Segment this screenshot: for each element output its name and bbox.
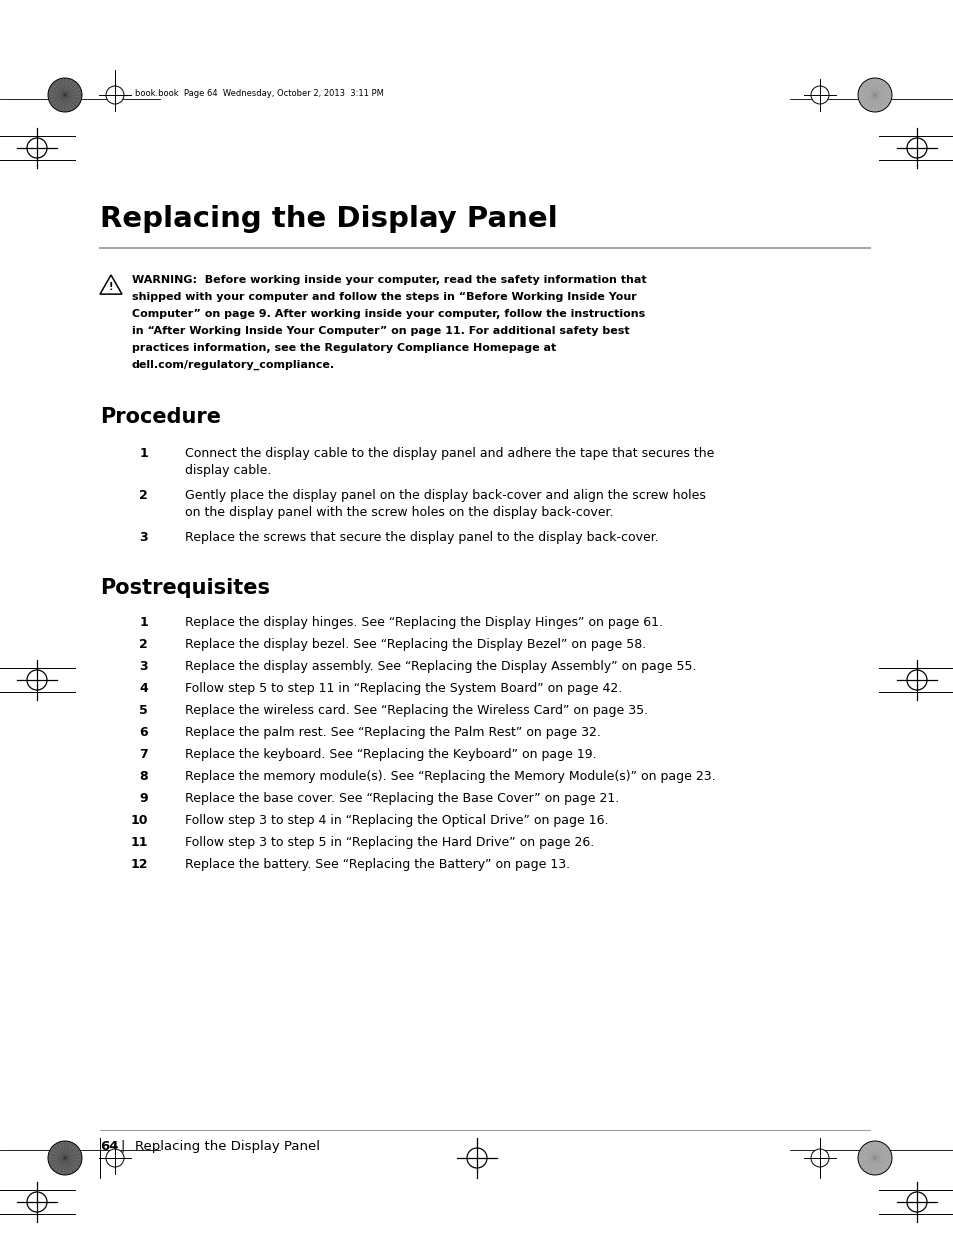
Text: 7: 7 — [139, 748, 148, 761]
Text: Replace the battery. See “Replacing the Battery” on page 13.: Replace the battery. See “Replacing the … — [185, 858, 570, 871]
Text: Follow step 3 to step 4 in “Replacing the Optical Drive” on page 16.: Follow step 3 to step 4 in “Replacing th… — [185, 814, 608, 827]
Circle shape — [27, 138, 47, 158]
Text: 2: 2 — [139, 489, 148, 501]
Text: 1: 1 — [139, 447, 148, 459]
Text: !: ! — [109, 282, 113, 293]
Text: shipped with your computer and follow the steps in “Before Working Inside Your: shipped with your computer and follow th… — [132, 291, 636, 303]
Text: dell.com/regulatory_compliance.: dell.com/regulatory_compliance. — [132, 359, 335, 370]
Text: Replacing the Display Panel: Replacing the Display Panel — [135, 1140, 319, 1153]
Text: 10: 10 — [131, 814, 148, 827]
Text: Postrequisites: Postrequisites — [100, 578, 270, 598]
Text: Replace the screws that secure the display panel to the display back-cover.: Replace the screws that secure the displ… — [185, 531, 659, 543]
Text: Follow step 3 to step 5 in “Replacing the Hard Drive” on page 26.: Follow step 3 to step 5 in “Replacing th… — [185, 836, 594, 848]
Text: 3: 3 — [139, 659, 148, 673]
Text: in “After Working Inside Your Computer” on page 11. For additional safety best: in “After Working Inside Your Computer” … — [132, 326, 629, 336]
Circle shape — [48, 1141, 82, 1174]
Text: 64: 64 — [100, 1140, 118, 1153]
Text: Gently place the display panel on the display back-cover and align the screw hol: Gently place the display panel on the di… — [185, 489, 705, 501]
Text: Replacing the Display Panel: Replacing the Display Panel — [100, 205, 558, 233]
Text: 2: 2 — [139, 638, 148, 651]
Circle shape — [906, 671, 926, 690]
Text: 5: 5 — [139, 704, 148, 718]
Text: Replace the keyboard. See “Replacing the Keyboard” on page 19.: Replace the keyboard. See “Replacing the… — [185, 748, 596, 761]
Text: Follow step 5 to step 11 in “Replacing the System Board” on page 42.: Follow step 5 to step 11 in “Replacing t… — [185, 682, 621, 695]
Circle shape — [27, 671, 47, 690]
Text: Replace the display hinges. See “Replacing the Display Hinges” on page 61.: Replace the display hinges. See “Replaci… — [185, 616, 662, 629]
Text: 8: 8 — [139, 769, 148, 783]
Text: 11: 11 — [131, 836, 148, 848]
Circle shape — [810, 86, 828, 104]
Text: 9: 9 — [139, 792, 148, 805]
Circle shape — [906, 138, 926, 158]
Text: |: | — [120, 1140, 124, 1153]
Text: practices information, see the Regulatory Compliance Homepage at: practices information, see the Regulator… — [132, 343, 556, 353]
Text: Procedure: Procedure — [100, 408, 221, 427]
Text: Computer” on page 9. After working inside your computer, follow the instructions: Computer” on page 9. After working insid… — [132, 309, 644, 319]
Circle shape — [106, 86, 124, 104]
Text: Replace the display assembly. See “Replacing the Display Assembly” on page 55.: Replace the display assembly. See “Repla… — [185, 659, 696, 673]
Text: 3: 3 — [139, 531, 148, 543]
Text: Replace the palm rest. See “Replacing the Palm Rest” on page 32.: Replace the palm rest. See “Replacing th… — [185, 726, 600, 739]
Text: book.book  Page 64  Wednesday, October 2, 2013  3:11 PM: book.book Page 64 Wednesday, October 2, … — [135, 89, 383, 99]
Text: 4: 4 — [139, 682, 148, 695]
Circle shape — [27, 1192, 47, 1212]
Text: 1: 1 — [139, 616, 148, 629]
Text: Replace the wireless card. See “Replacing the Wireless Card” on page 35.: Replace the wireless card. See “Replacin… — [185, 704, 647, 718]
Text: WARNING:  Before working inside your computer, read the safety information that: WARNING: Before working inside your comp… — [132, 275, 646, 285]
Circle shape — [106, 1149, 124, 1167]
Circle shape — [857, 1141, 891, 1174]
Text: Replace the base cover. See “Replacing the Base Cover” on page 21.: Replace the base cover. See “Replacing t… — [185, 792, 618, 805]
Text: Replace the memory module(s). See “Replacing the Memory Module(s)” on page 23.: Replace the memory module(s). See “Repla… — [185, 769, 715, 783]
Circle shape — [48, 78, 82, 112]
Circle shape — [906, 1192, 926, 1212]
Text: Replace the display bezel. See “Replacing the Display Bezel” on page 58.: Replace the display bezel. See “Replacin… — [185, 638, 645, 651]
Text: display cable.: display cable. — [185, 464, 271, 477]
Text: 6: 6 — [139, 726, 148, 739]
Circle shape — [810, 1149, 828, 1167]
Text: on the display panel with the screw holes on the display back-cover.: on the display panel with the screw hole… — [185, 506, 613, 519]
Circle shape — [857, 78, 891, 112]
Text: Connect the display cable to the display panel and adhere the tape that secures : Connect the display cable to the display… — [185, 447, 714, 459]
Circle shape — [467, 1149, 486, 1168]
Text: 12: 12 — [131, 858, 148, 871]
